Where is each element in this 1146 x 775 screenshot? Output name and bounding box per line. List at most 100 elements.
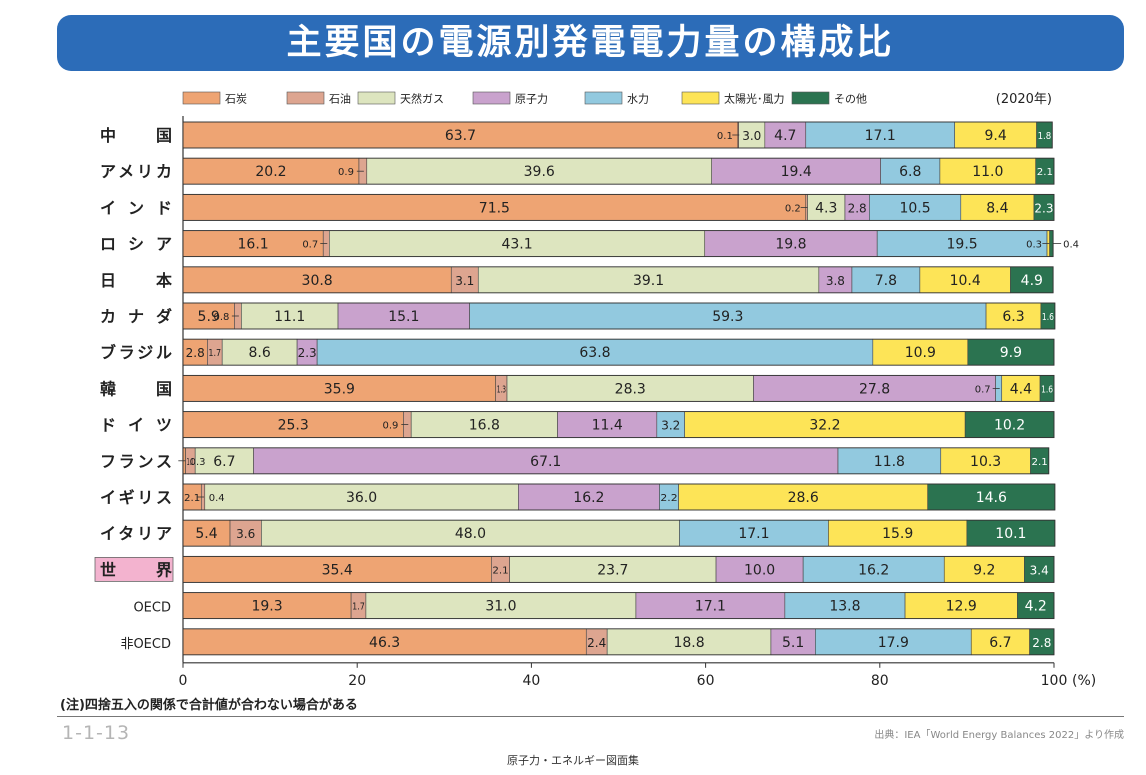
bar-outline (182, 592, 1055, 620)
value-label: 4.9 (1021, 273, 1043, 289)
value-label: 7.8 (875, 273, 897, 289)
x-tick-label: 60 (697, 673, 715, 689)
bar-segment-hydro (880, 157, 941, 185)
value-label: 31.0 (485, 599, 516, 615)
row-label: フランス (100, 452, 172, 471)
value-label: 3.4 (1030, 563, 1049, 577)
x-tick-label: 40 (522, 673, 540, 689)
bar-segment-gas (807, 194, 846, 221)
value-label: 11.8 (874, 454, 905, 470)
bar-segment-coal (182, 628, 587, 656)
row-label: ブラジル (100, 343, 172, 362)
value-label: 18.8 (673, 635, 704, 651)
value-label: 1.3 (497, 384, 506, 395)
bar-segment-hydro (784, 592, 906, 619)
value-label: 6.3 (1002, 309, 1024, 325)
value-label: 0.3 (1026, 240, 1042, 251)
row-label: イタリア (100, 524, 172, 543)
value-label: 2.1 (492, 565, 508, 576)
bar-segment-other (964, 411, 1055, 438)
value-label: 6.7 (213, 454, 235, 470)
bar-segment-solar_wind (940, 447, 1031, 475)
value-label: 2.4 (587, 636, 606, 650)
value-label: 0.1 (717, 131, 733, 142)
bar-segment-oil (450, 266, 479, 294)
value-label: 35.9 (324, 381, 355, 397)
row-label: 中 国 (100, 126, 172, 145)
bar-outline (182, 519, 1056, 547)
legend-label-solar_wind: 太陽光･風力 (724, 92, 785, 106)
x-tick-label: 100 (1041, 673, 1068, 689)
value-label: 6.7 (989, 635, 1011, 651)
bar-segment-gas (509, 556, 717, 583)
row-label: OECD (133, 601, 171, 616)
bar-segment-hydro (876, 230, 1048, 257)
value-label: 2.1 (1037, 167, 1053, 178)
value-label: 10.1 (995, 526, 1026, 542)
divider (57, 716, 1124, 717)
bar-segment-oil (229, 519, 262, 547)
value-label: 10.3 (970, 454, 1001, 470)
bar-segment-gas (261, 519, 680, 547)
value-label: 25.3 (278, 418, 309, 434)
bar-outline (182, 121, 1053, 149)
value-label: 1.7 (352, 602, 365, 613)
value-label: 4.2 (1025, 599, 1047, 615)
value-label: 0.9 (382, 421, 398, 432)
bar-segment-hydro (815, 628, 972, 656)
figure-number: 1-1-13 (62, 722, 131, 744)
value-label: 15.9 (882, 526, 913, 542)
value-label: 15.1 (388, 309, 419, 325)
legend-swatch-hydro (584, 91, 623, 105)
value-label: 5.9 (198, 309, 220, 325)
value-label: 23.7 (597, 562, 628, 578)
row-label: カ ナ ダ (100, 307, 172, 326)
bar-segment-solar_wind (872, 338, 969, 366)
value-label: 10.0 (744, 562, 775, 578)
value-label: 3.2 (661, 419, 680, 433)
bar-segment-gas (606, 628, 772, 656)
value-label: 46.3 (369, 635, 400, 651)
value-label: 10.4 (950, 273, 981, 289)
value-label: 17.1 (738, 526, 769, 542)
value-label: 2.3 (298, 346, 317, 360)
bar-outline (182, 555, 1055, 583)
value-label: 67.1 (530, 454, 561, 470)
value-label: 3.0 (742, 129, 761, 143)
value-label: 6.8 (899, 164, 921, 180)
bar-segment-nuclear (253, 447, 839, 475)
bar-segment-solar_wind (828, 519, 968, 547)
value-label: 0.9 (338, 167, 354, 178)
value-label: 11.4 (592, 418, 623, 434)
legend-swatch-coal (182, 91, 221, 105)
value-label: 4.4 (1010, 381, 1032, 397)
bar-segment-nuclear (764, 121, 807, 149)
value-label: 0.4 (1063, 240, 1079, 251)
value-label: 30.8 (302, 273, 333, 289)
value-label: 2.8 (848, 201, 867, 215)
value-label: 11.1 (274, 309, 305, 325)
value-label: 11.0 (972, 164, 1003, 180)
value-label: 35.4 (322, 562, 353, 578)
bar-segment-other (1024, 556, 1055, 583)
value-label: 19.8 (775, 237, 806, 253)
stacked-bar-chart: 石炭 石油 天然ガス 原子力 水力 太陽光･風力 その他 (2020年) 0 20 40 60 80 10… (94, 91, 1096, 689)
bar-segment-gas (366, 157, 712, 185)
value-label: 3.1 (455, 274, 474, 288)
bar-segment-solar_wind (684, 411, 966, 438)
row-label: 韓 国 (100, 379, 172, 398)
value-label: 0.7 (975, 384, 991, 395)
value-label: 5.1 (782, 635, 804, 651)
value-label: 10.2 (994, 418, 1025, 434)
value-label: 16.2 (573, 490, 604, 506)
value-label: 28.6 (788, 490, 819, 506)
value-label: 1.7 (208, 348, 221, 359)
bar-segment-other (1010, 266, 1054, 294)
value-label: 39.6 (524, 164, 555, 180)
value-label: 39.1 (633, 273, 664, 289)
bar-segment-nuclear (704, 230, 878, 257)
bar-outline (182, 266, 1054, 294)
value-label: 2.1 (184, 493, 200, 504)
value-label: 4.3 (815, 200, 837, 216)
bar-segment-solar_wind (960, 194, 1035, 221)
